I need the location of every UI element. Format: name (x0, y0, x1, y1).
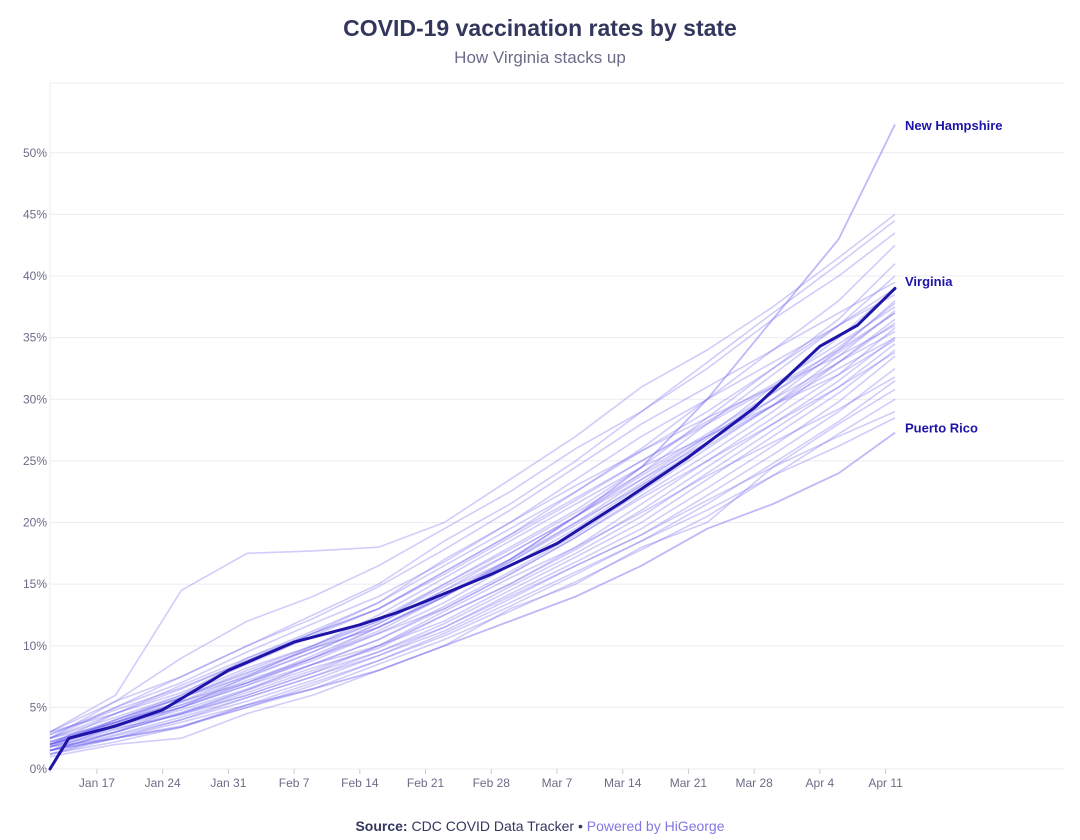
x-tick-label: Apr 4 (806, 776, 835, 790)
chart-title: COVID-19 vaccination rates by state (343, 15, 737, 41)
chart-subtitle: How Virginia stacks up (454, 48, 626, 67)
y-tick-label: 40% (23, 269, 47, 283)
state-series-line (49, 327, 896, 746)
state-series-line (49, 351, 896, 752)
y-tick-label: 30% (23, 392, 47, 406)
highlight-line-layer (48, 286, 897, 771)
highlight-series-line (48, 286, 897, 771)
state-series-line (49, 417, 896, 755)
state-series-line (49, 281, 896, 733)
y-tick-label: 25% (23, 454, 47, 468)
state-series-line (49, 367, 896, 755)
state-series-line (49, 343, 896, 752)
x-tick-label: Apr 11 (868, 776, 903, 790)
y-tick-label: 35% (23, 331, 47, 345)
x-tick-label: Jan 31 (210, 776, 246, 790)
state-series-line (49, 376, 896, 748)
x-tick-label: Feb 21 (407, 776, 445, 790)
state-series-line (49, 244, 896, 746)
y-tick-label: 10% (23, 639, 47, 653)
state-series-line (49, 380, 896, 748)
y-axis-ticks: 0% 5% 10% 15% 20% 25% 30% 35% 40% 45% 50% (23, 146, 47, 776)
state-series-line (49, 388, 896, 758)
state-series-line (49, 337, 896, 748)
x-tick-label: Mar 14 (604, 776, 642, 790)
state-series-line (49, 287, 896, 739)
x-tick-label: Jan 24 (145, 776, 181, 790)
chart-footer: Source: CDC COVID Data Tracker • Powered… (0, 818, 1080, 834)
state-series-line (49, 275, 896, 748)
x-tick-label: Feb 28 (473, 776, 511, 790)
x-tick-label: Mar 21 (670, 776, 708, 790)
state-series-line (49, 232, 896, 736)
state-series-line (49, 398, 896, 755)
x-tick-label: Jan 17 (79, 776, 115, 790)
labeled-series-line (49, 124, 896, 746)
state-series-line (49, 293, 896, 739)
series-end-label: Puerto Rico (905, 421, 978, 436)
state-series-line (49, 339, 896, 752)
state-series-line (49, 309, 896, 752)
state-series-line (49, 355, 896, 752)
footer-separator: • (577, 818, 583, 834)
y-tick-label: 20% (23, 516, 47, 530)
labeled-series-line (49, 431, 896, 752)
source-text: CDC COVID Data Tracker (411, 818, 575, 834)
y-tick-label: 50% (23, 146, 47, 160)
vaccination-line-chart: 0%5%10%15%20%25%30%35%40%45%50% Jan 17 Ja… (23, 82, 1064, 790)
y-tick-label: 0% (30, 762, 48, 776)
state-series-line (49, 300, 896, 746)
state-series-line (49, 312, 896, 733)
labeled-state-lines (49, 124, 896, 752)
y-tick-label: 15% (23, 577, 47, 591)
state-series-line (49, 330, 896, 746)
y-tick-label: 5% (30, 700, 48, 714)
state-series-line (49, 349, 896, 746)
series-labels: New Hampshire Virginia Puerto Rico (905, 118, 1003, 436)
source-label: Source: (355, 818, 408, 834)
state-series-line (49, 263, 896, 739)
state-lines (49, 213, 896, 758)
state-series-line (49, 219, 896, 739)
x-tick-label: Feb 14 (341, 776, 379, 790)
state-series-line (49, 306, 896, 736)
state-series-line (49, 410, 896, 752)
series-end-label: New Hampshire (905, 118, 1003, 133)
series-end-label: Virginia (905, 274, 953, 289)
state-series-line (49, 336, 896, 743)
state-series-line (49, 318, 896, 739)
state-series-line (49, 324, 896, 746)
x-axis-ticks: Jan 17 Jan 24 Jan 31 Feb 7 Feb 14 Feb 21 Feb 2… (79, 769, 903, 790)
x-tick-label: Mar 28 (735, 776, 773, 790)
x-tick-label: Mar 7 (542, 776, 573, 790)
x-tick-label: Feb 7 (279, 776, 310, 790)
state-series-line (49, 287, 896, 743)
y-tick-label: 45% (23, 207, 47, 221)
state-series-line (49, 213, 896, 733)
powered-by-link[interactable]: Powered by HiGeorge (586, 818, 725, 834)
state-series-line (49, 322, 896, 748)
